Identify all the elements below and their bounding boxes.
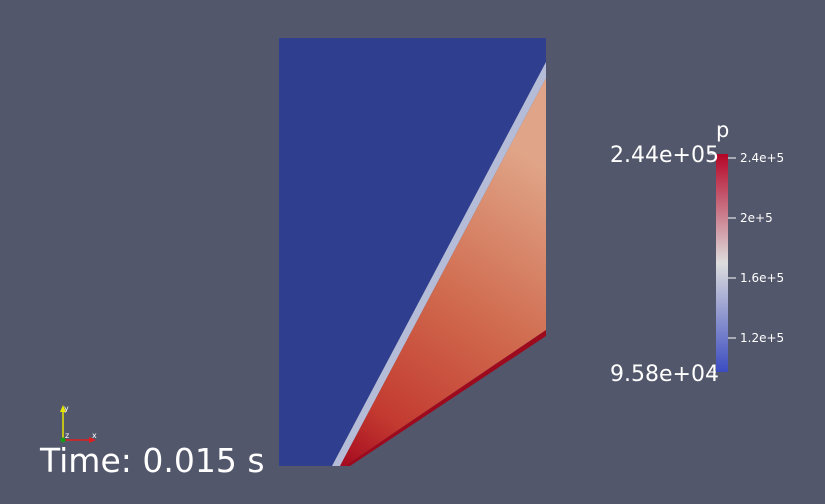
colorbar-tick-label: 1.6e+5 <box>740 271 785 285</box>
colorbar-range-min: 9.58e+04 <box>610 362 719 387</box>
time-annotation: Time: 0.015 s <box>40 441 265 480</box>
wall-layer <box>345 330 546 466</box>
low-pressure-region <box>279 38 546 466</box>
x-axis-arrowhead <box>89 437 96 443</box>
colorbar-title: p <box>716 118 730 142</box>
colorbar-tick-label: 2.4e+5 <box>740 151 785 165</box>
z-axis-marker <box>60 437 66 443</box>
high-pressure-region <box>340 78 546 466</box>
colorbar-gradient <box>716 154 728 372</box>
y-axis-arrowhead <box>60 405 66 412</box>
colorbar-tick-label: 2e+5 <box>740 211 773 225</box>
colorbar-tick-label: 1.2e+5 <box>740 331 785 345</box>
shock-front-band <box>332 62 546 466</box>
colorbar-range-max: 2.44e+05 <box>610 143 719 168</box>
z-axis-label: z <box>65 431 70 440</box>
y-axis-label: y <box>64 404 69 413</box>
x-axis-label: x <box>92 431 97 440</box>
